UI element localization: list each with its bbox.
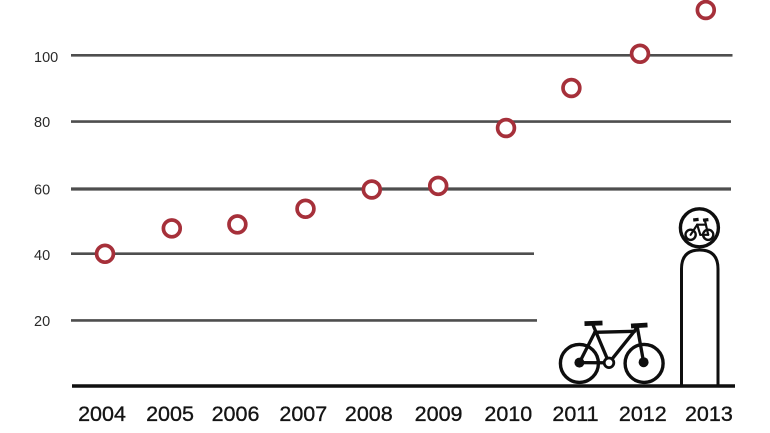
svg-text:80: 80 (34, 115, 50, 131)
svg-text:2004: 2004 (78, 402, 126, 426)
svg-text:40: 40 (34, 248, 50, 264)
svg-text:2013: 2013 (685, 402, 733, 426)
svg-text:20: 20 (34, 314, 50, 330)
svg-text:2009: 2009 (415, 402, 463, 426)
svg-text:2011: 2011 (552, 402, 598, 426)
svg-text:2006: 2006 (212, 402, 260, 426)
svg-text:2005: 2005 (146, 402, 194, 426)
svg-text:2007: 2007 (279, 402, 327, 426)
svg-text:60: 60 (34, 183, 50, 199)
svg-text:2012: 2012 (619, 402, 667, 426)
svg-text:100: 100 (34, 50, 58, 66)
svg-text:2010: 2010 (484, 402, 532, 426)
svg-text:2008: 2008 (345, 402, 393, 426)
